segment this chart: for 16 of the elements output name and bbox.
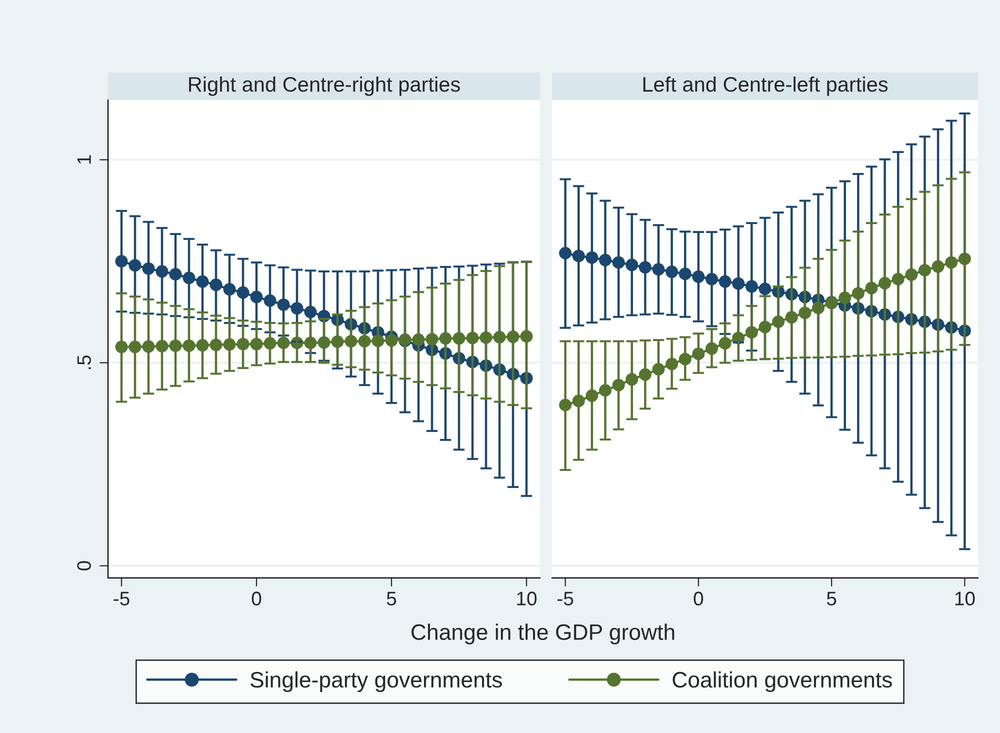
legend-label: Coalition governments bbox=[672, 671, 892, 692]
x-tick-label: 0 bbox=[694, 592, 704, 606]
x-tick-label: 0 bbox=[252, 592, 262, 606]
y-tick-label: 1 bbox=[77, 155, 91, 164]
x-axis-title: Change in the GDP growth bbox=[412, 624, 674, 644]
x-tick-label: -5 bbox=[114, 592, 130, 606]
y-tick-label: 0 bbox=[77, 561, 91, 570]
x-tick-label: -5 bbox=[558, 592, 574, 606]
x-tick-label: 10 bbox=[517, 592, 537, 606]
x-tick-label: 5 bbox=[826, 592, 836, 606]
legend-label: Single-party governments bbox=[250, 671, 502, 692]
y-tick-label: .5 bbox=[77, 355, 91, 370]
x-tick-label: 5 bbox=[386, 592, 396, 606]
chart-title: Right and Centre-right parties bbox=[189, 76, 460, 96]
x-tick-label: 10 bbox=[955, 592, 975, 606]
chart-title: Left and Centre-left parties bbox=[643, 76, 888, 96]
